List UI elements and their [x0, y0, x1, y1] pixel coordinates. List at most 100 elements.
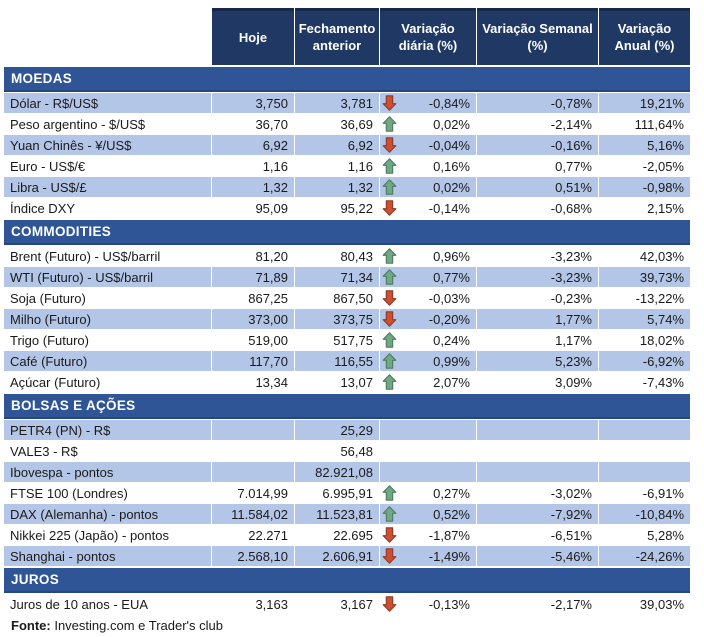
source-label: Fonte:	[11, 618, 51, 633]
cell-hoje: 3,163	[212, 594, 294, 614]
cell-variacao-semanal: -0,23%	[477, 288, 598, 308]
row-label: Açúcar (Futuro)	[4, 372, 211, 392]
cell-hoje: 81,20	[212, 246, 294, 266]
cell-variacao-anual: 111,64%	[599, 114, 690, 134]
cell-variacao-anual: 5,16%	[599, 135, 690, 155]
cell-variacao-semanal: -0,68%	[477, 198, 598, 218]
cell-variacao-diaria-value: -1,87%	[428, 527, 470, 543]
cell-variacao-diaria: 0,77%	[380, 267, 476, 287]
cell-variacao-diaria-value: -1,49%	[428, 548, 470, 564]
cell-variacao-semanal	[477, 420, 598, 440]
cell-variacao-diaria-value: 2,07%	[433, 374, 470, 390]
cell-variacao-semanal: -6,51%	[477, 525, 598, 545]
cell-variacao-diaria-value: -0,84%	[428, 95, 470, 111]
arrow-slot-empty	[382, 464, 398, 481]
cell-hoje: 373,00	[212, 309, 294, 329]
cell-hoje: 2.568,10	[212, 546, 294, 566]
row-label: Dólar - R$/US$	[4, 93, 211, 113]
cell-variacao-diaria-value: 0,02%	[433, 179, 470, 195]
cell-variacao-anual: 2,15%	[599, 198, 690, 218]
row-label: Shanghai - pontos	[4, 546, 211, 566]
row-label: DAX (Alemanha) - pontos	[4, 504, 211, 524]
cell-variacao-diaria-value: -0,14%	[428, 200, 470, 216]
cell-fechamento-anterior: 6,92	[295, 135, 379, 155]
row-label: WTI (Futuro) - US$/barril	[4, 267, 211, 287]
cell-variacao-diaria: -1,87%	[380, 525, 476, 545]
section-header-commodities: COMMODITIES	[4, 220, 690, 245]
financial-report: Hoje Fechamento anterior Variação diária (…	[4, 8, 690, 633]
cell-variacao-diaria: 0,02%	[380, 177, 476, 197]
cell-hoje: 1,16	[212, 156, 294, 176]
cell-variacao-diaria: -0,14%	[380, 198, 476, 218]
cell-fechamento-anterior: 373,75	[295, 309, 379, 329]
cell-variacao-diaria: 0,96%	[380, 246, 476, 266]
down-arrow-icon	[382, 95, 398, 112]
arrow-slot-empty	[382, 443, 398, 460]
row-label: Euro - US$/€	[4, 156, 211, 176]
cell-fechamento-anterior: 22.695	[295, 525, 379, 545]
cell-variacao-semanal: -3,02%	[477, 483, 598, 503]
row-label: Libra - US$/£	[4, 177, 211, 197]
row-label: Índice DXY	[4, 198, 211, 218]
cell-variacao-anual: -7,43%	[599, 372, 690, 392]
arrow-slot-empty	[382, 422, 398, 439]
cell-fechamento-anterior: 1,32	[295, 177, 379, 197]
down-arrow-icon	[382, 290, 398, 307]
cell-hoje: 95,09	[212, 198, 294, 218]
up-arrow-icon	[382, 158, 398, 175]
up-arrow-icon	[382, 269, 398, 286]
cell-variacao-semanal	[477, 441, 598, 461]
cell-fechamento-anterior: 11.523,81	[295, 504, 379, 524]
cell-variacao-diaria: 2,07%	[380, 372, 476, 392]
cell-hoje: 519,00	[212, 330, 294, 350]
cell-hoje	[212, 441, 294, 461]
cell-variacao-anual: 19,21%	[599, 93, 690, 113]
row-label: Soja (Futuro)	[4, 288, 211, 308]
cell-variacao-anual: 5,28%	[599, 525, 690, 545]
down-arrow-icon	[382, 137, 398, 154]
cell-variacao-anual: 39,73%	[599, 267, 690, 287]
cell-fechamento-anterior: 6.995,91	[295, 483, 379, 503]
cell-variacao-diaria-value: -0,03%	[428, 290, 470, 306]
cell-hoje: 867,25	[212, 288, 294, 308]
cell-fechamento-anterior: 95,22	[295, 198, 379, 218]
cell-variacao-diaria: 0,16%	[380, 156, 476, 176]
source-text: Investing.com e Trader's club	[50, 618, 224, 633]
cell-variacao-semanal: 1,77%	[477, 309, 598, 329]
cell-fechamento-anterior: 517,75	[295, 330, 379, 350]
col-header-fechamento-anterior: Fechamento anterior	[295, 8, 379, 65]
cell-variacao-semanal	[477, 462, 598, 482]
cell-variacao-semanal: 0,51%	[477, 177, 598, 197]
cell-hoje	[212, 420, 294, 440]
up-arrow-icon	[382, 332, 398, 349]
cell-variacao-diaria: -0,84%	[380, 93, 476, 113]
cell-fechamento-anterior: 36,69	[295, 114, 379, 134]
down-arrow-icon	[382, 527, 398, 544]
cell-variacao-diaria-value: 0,52%	[433, 506, 470, 522]
cell-variacao-anual: -24,26%	[599, 546, 690, 566]
header-spacer	[4, 8, 211, 65]
cell-variacao-diaria-value: 0,99%	[433, 353, 470, 369]
cell-fechamento-anterior: 1,16	[295, 156, 379, 176]
up-arrow-icon	[382, 179, 398, 196]
col-header-variacao-semanal: Variação Semanal (%)	[477, 8, 598, 65]
cell-variacao-diaria-value: 0,24%	[433, 332, 470, 348]
cell-hoje: 1,32	[212, 177, 294, 197]
section-header-moedas: MOEDAS	[4, 67, 690, 92]
cell-fechamento-anterior: 3,781	[295, 93, 379, 113]
cell-hoje: 22.271	[212, 525, 294, 545]
cell-hoje: 6,92	[212, 135, 294, 155]
row-label: Nikkei 225 (Japão) - pontos	[4, 525, 211, 545]
row-label: Peso argentino - $/US$	[4, 114, 211, 134]
cell-variacao-diaria	[380, 462, 476, 482]
source-note: Fonte: Investing.com e Trader's club	[4, 614, 690, 633]
cell-variacao-semanal: 0,77%	[477, 156, 598, 176]
cell-variacao-anual: 5,74%	[599, 309, 690, 329]
cell-variacao-anual: 42,03%	[599, 246, 690, 266]
up-arrow-icon	[382, 374, 398, 391]
cell-variacao-diaria-value: -0,13%	[428, 596, 470, 612]
up-arrow-icon	[382, 485, 398, 502]
cell-variacao-anual: 18,02%	[599, 330, 690, 350]
cell-hoje: 3,750	[212, 93, 294, 113]
cell-variacao-anual: -6,92%	[599, 351, 690, 371]
